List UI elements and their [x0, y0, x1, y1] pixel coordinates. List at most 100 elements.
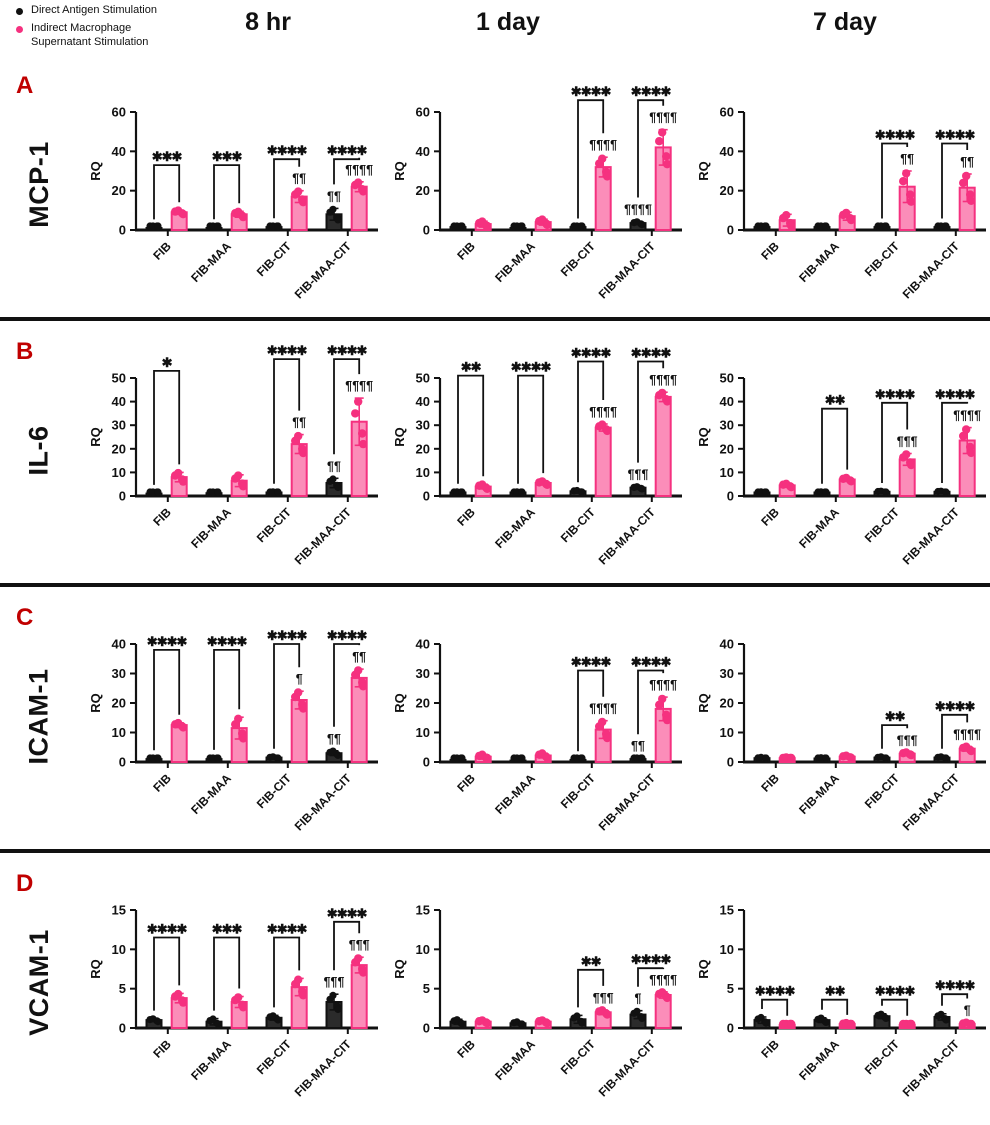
sig-label: ✱✱✱✱: [935, 699, 976, 714]
pilcrow-note: ¶¶¶¶: [649, 111, 677, 125]
sig-label: ✱✱✱✱: [327, 906, 368, 921]
svg-text:20: 20: [416, 696, 430, 711]
svg-text:20: 20: [416, 441, 430, 456]
data-points: [231, 207, 248, 222]
sig-bracket: [213, 164, 241, 220]
data-points: [171, 718, 188, 732]
y-axis: 0 10 20 30 40 RQ: [696, 637, 746, 770]
data-points: [874, 487, 890, 496]
svg-text:10: 10: [720, 465, 734, 480]
y-axis-label: RQ: [696, 693, 711, 713]
chart-icam1-1day: 0 10 20 30 40 RQ FIB FIB-MAA FIB-CIT FIB-MAA-CIT ¶…: [382, 590, 686, 849]
data-points: [934, 753, 950, 762]
sig-label: ✱✱✱✱: [631, 952, 672, 967]
row-label-il6: B IL-6: [0, 324, 78, 583]
pilcrow-note: ¶¶¶¶: [624, 203, 652, 217]
category-label: FIB-CIT: [558, 771, 599, 812]
data-points: [326, 991, 342, 1014]
svg-text:10: 10: [112, 942, 126, 957]
category-label: FIB-MAA-CIT: [596, 1037, 659, 1100]
y-axis-label: RQ: [392, 161, 407, 181]
row-il6: B IL-6 0 10 20 30 40 50 RQ FIB FIB-MAA FIB-CIT FIB…: [0, 324, 990, 582]
bar-pink: [594, 426, 612, 497]
pilcrow-note: ¶¶¶¶: [953, 727, 981, 741]
category-label: FIB-CIT: [862, 771, 903, 812]
row-title: MCP-1: [23, 140, 54, 228]
sig-bracket: [577, 360, 605, 483]
data-points: [450, 488, 466, 496]
category-label: FIB: [758, 1037, 782, 1061]
data-points: [655, 694, 672, 725]
data-points: [171, 468, 188, 486]
y-axis-label: RQ: [88, 693, 103, 713]
sig-label: ✱✱: [581, 954, 602, 969]
pilcrow-note: ¶: [635, 992, 642, 1006]
data-points: [779, 211, 796, 230]
data-points: [510, 1018, 526, 1028]
pilcrow-note: ¶¶: [327, 459, 341, 473]
category-label: FIB-MAA-CIT: [292, 771, 355, 834]
svg-text:0: 0: [727, 755, 734, 770]
category-label: FIB-CIT: [254, 239, 295, 280]
data-points: [146, 222, 162, 230]
svg-text:0: 0: [727, 223, 734, 238]
sig-bracket: [637, 669, 665, 735]
svg-text:0: 0: [423, 755, 430, 770]
data-points: [839, 1018, 856, 1029]
sig-bracket: [273, 158, 301, 219]
svg-text:15: 15: [416, 903, 430, 918]
svg-text:30: 30: [720, 666, 734, 681]
svg-text:60: 60: [416, 105, 430, 120]
data-points: [146, 754, 162, 762]
sig-label: ✱✱✱✱: [267, 143, 308, 158]
data-points: [475, 1016, 492, 1028]
y-axis: 0 20 40 60 RQ: [696, 105, 746, 238]
category-label: FIB-MAA: [188, 239, 234, 285]
pilcrow-note: ¶: [964, 1004, 971, 1018]
data-points: [959, 425, 976, 458]
svg-text:40: 40: [720, 394, 734, 409]
svg-text:40: 40: [112, 144, 126, 159]
data-points: [899, 1019, 916, 1029]
chart-il6-7day: 0 10 20 30 40 50 RQ FIB FIB-MAA FIB-CIT FIB-MAA-CI…: [686, 324, 990, 583]
y-axis: 0 10 20 30 40 RQ: [88, 637, 138, 770]
sig-label: ✱✱✱✱: [267, 628, 308, 643]
category-label: FIB-MAA-CIT: [596, 505, 659, 568]
y-axis: 0 20 40 60 RQ: [392, 105, 442, 238]
sig-bracket: [941, 713, 969, 749]
data-points: [351, 397, 368, 449]
sig-label: ✱: [162, 355, 173, 370]
sig-label: ✱✱✱✱: [875, 128, 916, 143]
svg-text:20: 20: [112, 696, 126, 711]
sig-label: ✱✱✱✱: [147, 922, 188, 937]
data-points: [535, 749, 552, 762]
sig-bracket: [517, 374, 545, 484]
pilcrow-note: ¶¶¶: [324, 975, 345, 989]
category-label: FIB-MAA-CIT: [292, 239, 355, 302]
sig-label: ✱✱✱✱: [875, 984, 916, 999]
sig-bracket: [457, 374, 485, 484]
category-label: FIB: [454, 505, 478, 529]
sig-bracket: [821, 407, 849, 484]
chart-icam1-7day: 0 10 20 30 40 RQ FIB FIB-MAA FIB-CIT FIB-MAA-CIT ¶…: [686, 590, 990, 849]
sig-bracket: [153, 164, 181, 220]
sig-label: ✱✱✱✱: [571, 655, 612, 670]
data-points: [630, 1007, 646, 1022]
category-label: FIB-CIT: [862, 505, 903, 546]
pilcrow-note: ¶¶¶¶: [649, 678, 677, 692]
data-points: [146, 488, 162, 496]
category-label: FIB-CIT: [558, 505, 599, 546]
row-label-mcp1: A MCP-1: [0, 58, 78, 317]
svg-text:0: 0: [727, 1021, 734, 1036]
category-label: FIB-MAA-CIT: [900, 771, 963, 834]
pilcrow-note: ¶¶¶: [897, 733, 918, 747]
pilcrow-note: ¶¶¶¶: [649, 973, 677, 987]
svg-text:30: 30: [112, 418, 126, 433]
category-label: FIB-MAA: [188, 505, 234, 551]
category-label: FIB-MAA-CIT: [900, 239, 963, 302]
